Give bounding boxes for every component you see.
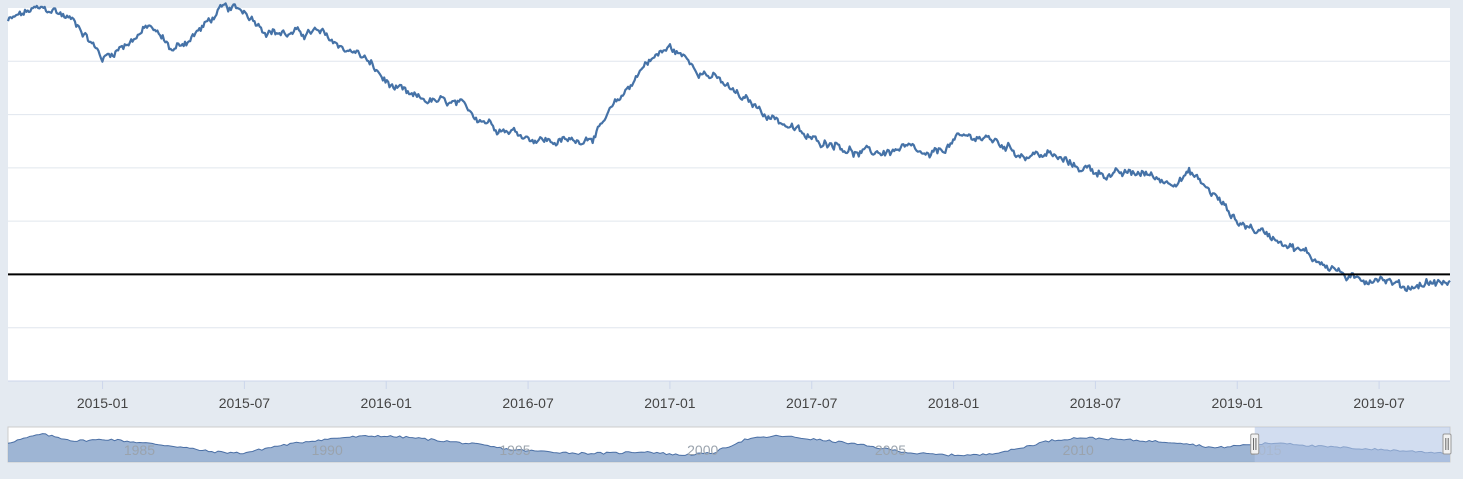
navigator-tick-label-2: 1995 — [499, 442, 530, 458]
navigator-area — [8, 433, 1450, 462]
x-tick-label-4: 2017-01 — [644, 395, 696, 411]
navigator-selected-range[interactable] — [1254, 427, 1450, 462]
navigator-tick-label-4: 2005 — [875, 442, 906, 458]
navigator-handle-right[interactable] — [1442, 433, 1452, 455]
navigator-tick-label-1: 1990 — [312, 442, 343, 458]
x-tick-label-3: 2016-07 — [502, 395, 554, 411]
x-tick-label-6: 2018-01 — [928, 395, 980, 411]
navigator-handle-right-body[interactable] — [1442, 433, 1452, 455]
navigator-tick-label-0: 1985 — [124, 442, 155, 458]
series-group — [6, 2, 1451, 293]
series-line — [6, 2, 1451, 293]
x-tick-label-2: 2016-01 — [361, 395, 413, 411]
x-tick-label-7: 2018-07 — [1070, 395, 1122, 411]
navigator-handle-left-body[interactable] — [1250, 433, 1260, 455]
x-tick-label-0: 2015-01 — [77, 395, 129, 411]
x-tick-label-1: 2015-07 — [219, 395, 271, 411]
navigator[interactable]: 1985199019952000200520102015 — [7, 426, 1452, 463]
x-tick-label-8: 2019-01 — [1212, 395, 1264, 411]
navigator-tick-label-3: 2000 — [687, 442, 718, 458]
x-tick-label-9: 2019-07 — [1353, 395, 1405, 411]
x-axis-ticks: 2015-01 2015-07 2016-01 2016-07 2017-01 2017-… — [8, 380, 1450, 411]
navigator-handle-left[interactable] — [1250, 433, 1260, 455]
navigator-tick-label-5: 2010 — [1063, 442, 1094, 458]
x-tick-label-5: 2017-07 — [786, 395, 838, 411]
navigator-series-line — [7, 433, 1451, 457]
plot-background — [8, 8, 1450, 381]
